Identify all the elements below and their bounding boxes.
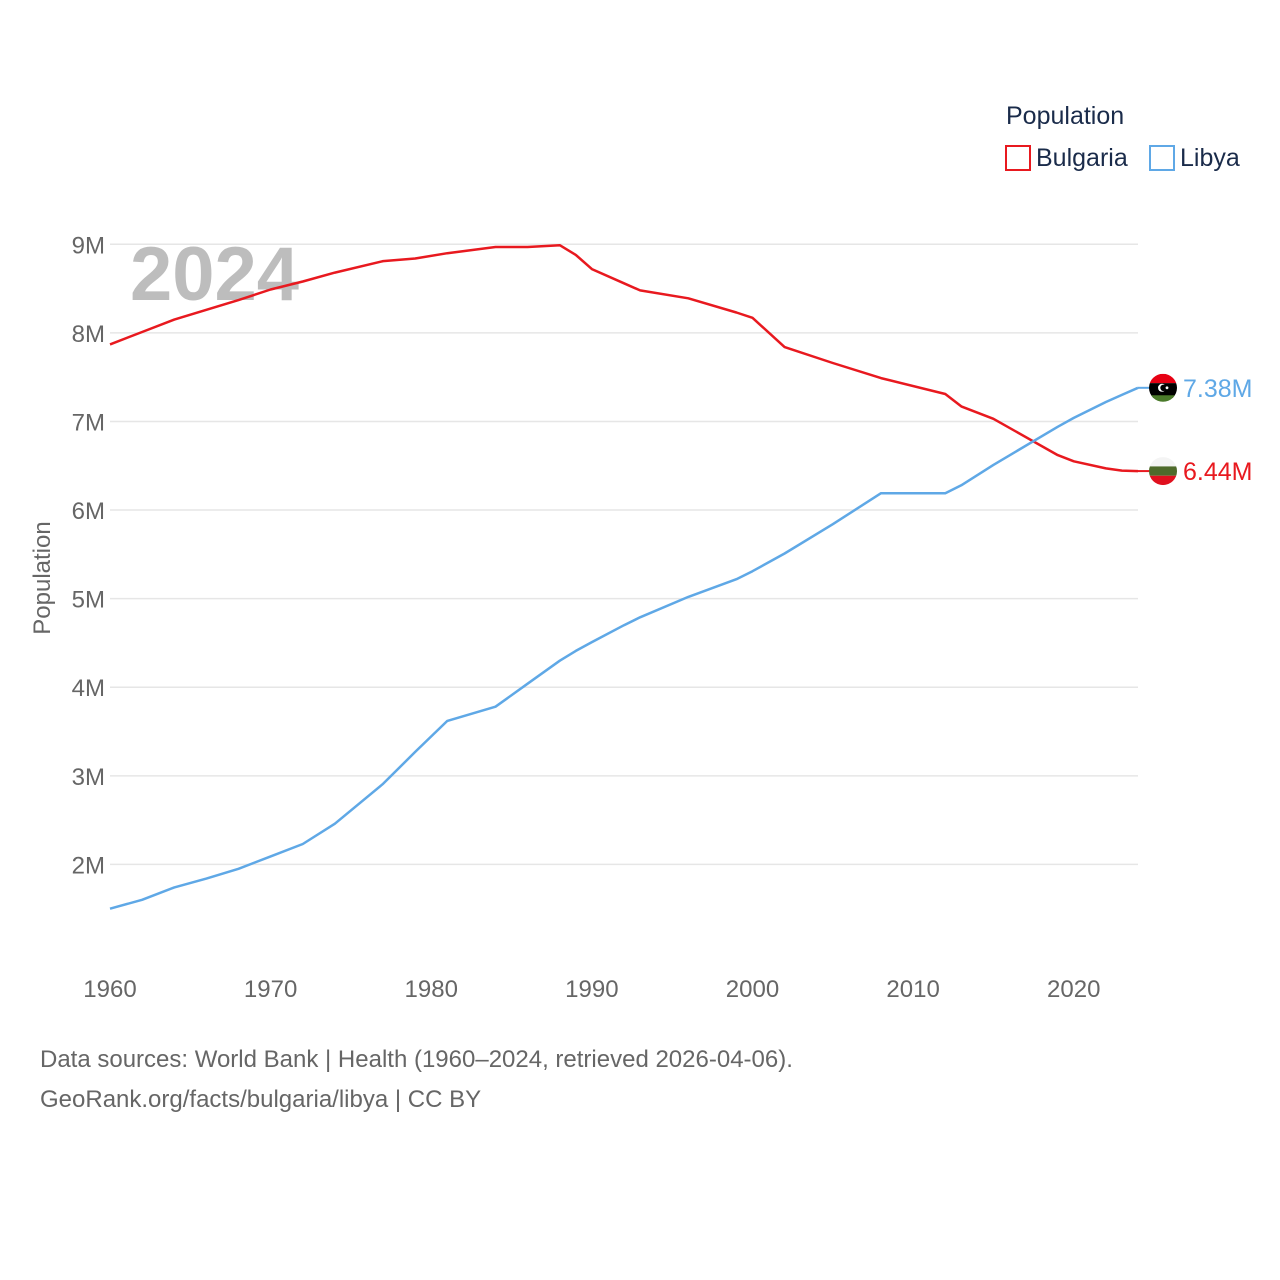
- x-tick-label: 1970: [244, 976, 297, 1003]
- series-lines: [109, 243, 1139, 910]
- y-tick-label: 7M: [72, 409, 105, 436]
- series-line-bulgaria: [109, 243, 1139, 473]
- gridlines: [110, 243, 1138, 866]
- x-tick-label: 2000: [726, 976, 779, 1003]
- legend-label-libya: Libya: [1180, 144, 1240, 172]
- y-tick-label: 4M: [72, 675, 105, 702]
- y-tick-label: 8M: [72, 321, 105, 348]
- series-line-libya: [109, 386, 1139, 910]
- legend: Population Bulgaria Libya: [1005, 102, 1240, 172]
- y-tick-label: 9M: [72, 232, 105, 259]
- source-line-1: Data sources: World Bank | Health (1960–…: [40, 1046, 793, 1073]
- source-line-2: GeoRank.org/facts/bulgaria/libya | CC BY: [40, 1086, 482, 1113]
- y-axis-title: Population: [29, 521, 56, 634]
- legend-label-bulgaria: Bulgaria: [1036, 144, 1128, 172]
- legend-swatch-libya: [1149, 145, 1175, 171]
- y-tick-label: 6M: [72, 498, 105, 525]
- y-tick-label: 5M: [72, 587, 105, 614]
- end-value-label-libya: 7.38M: [1183, 375, 1252, 403]
- end-markers: 6.44M 7.38M: [1138, 373, 1252, 486]
- end-value-label-bulgaria: 6.44M: [1183, 458, 1252, 486]
- y-tick-label: 3M: [72, 764, 105, 791]
- legend-title: Population: [1006, 102, 1124, 130]
- y-tick-label: 2M: [72, 852, 105, 879]
- x-tick-label: 1990: [565, 976, 618, 1003]
- libya-flag-icon: [1149, 373, 1177, 402]
- bulgaria-flag-icon: [1149, 457, 1177, 486]
- legend-entry-libya[interactable]: Libya: [1149, 144, 1240, 172]
- x-tick-label: 1960: [83, 976, 136, 1003]
- x-tick-label: 2020: [1047, 976, 1100, 1003]
- y-axis-ticks: 2M 3M 4M 5M 6M 7M 8M 9M: [72, 232, 105, 879]
- x-axis-ticks: 1960 1970 1980 1990 2000 2010 2020: [83, 976, 1100, 1003]
- legend-entry-bulgaria[interactable]: Bulgaria: [1005, 144, 1128, 172]
- year-watermark: 2024: [130, 232, 299, 317]
- legend-swatch-bulgaria: [1005, 145, 1031, 171]
- x-tick-label: 1980: [405, 976, 458, 1003]
- x-tick-label: 2010: [886, 976, 939, 1003]
